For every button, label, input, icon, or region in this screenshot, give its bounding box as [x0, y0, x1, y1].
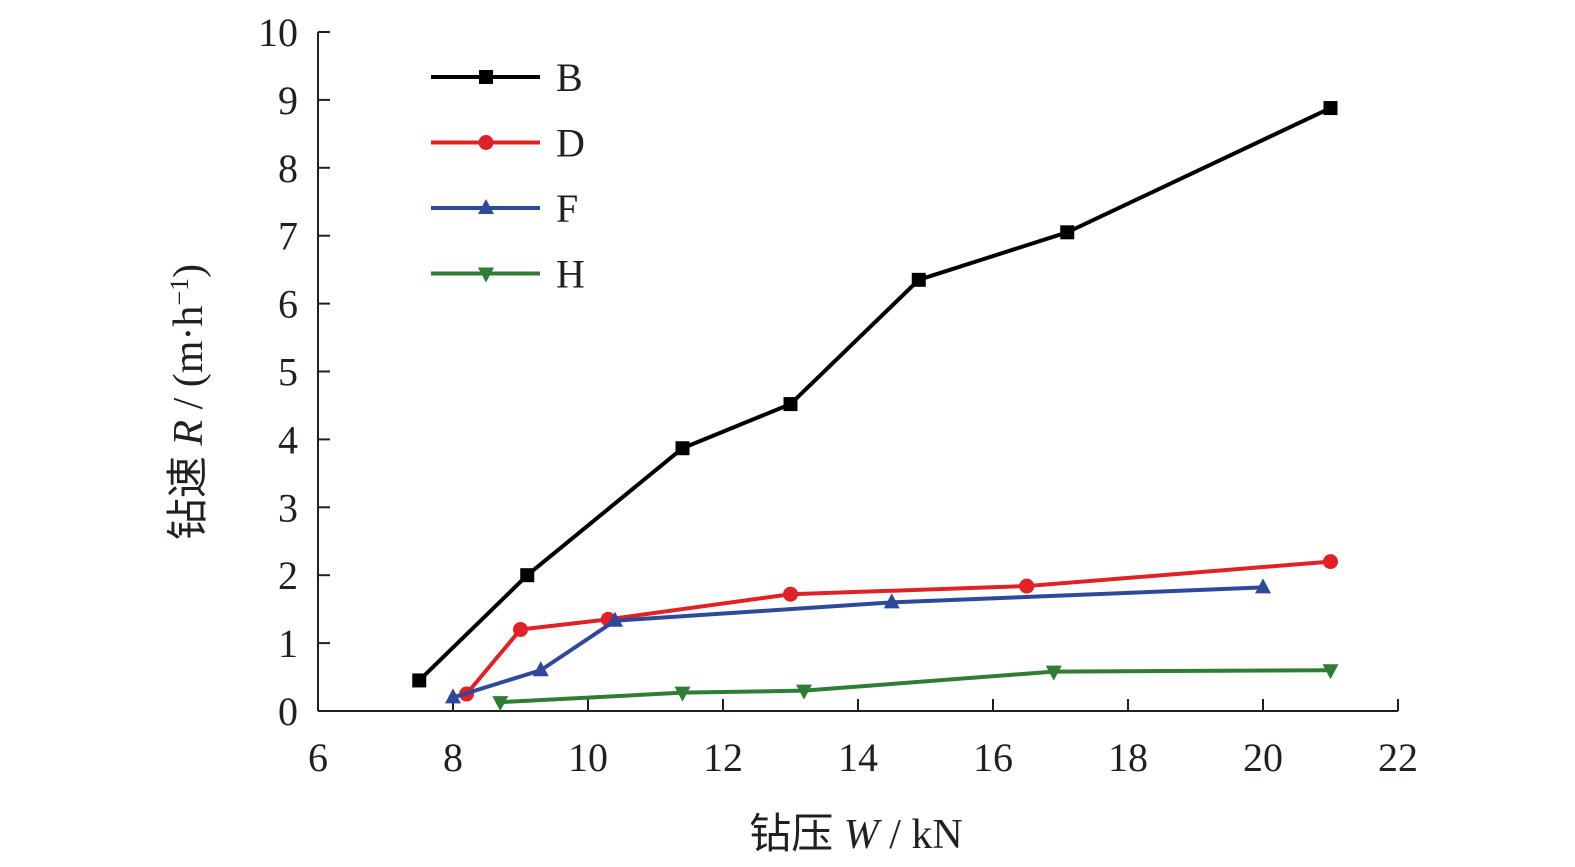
y-tick-label: 5: [278, 350, 298, 395]
legend-swatch-marker: [478, 135, 494, 150]
x-tick-label: 8: [443, 735, 463, 780]
x-tick-label: 6: [308, 735, 328, 780]
series-f-point: [445, 688, 461, 704]
y-tick-label: 1: [278, 621, 298, 666]
y-tick-label: 7: [278, 214, 298, 259]
series-b-point: [520, 568, 535, 583]
legend-item-h: H: [431, 252, 585, 297]
legend-item-b: B: [431, 55, 583, 100]
series-f-point: [532, 661, 549, 677]
x-tick-label: 14: [838, 735, 878, 780]
series-f-line: [452, 585, 1264, 700]
legend-label-h: H: [556, 252, 585, 297]
series-h-line: [500, 668, 1331, 705]
series-d-line: [464, 559, 1331, 696]
y-tick-label: 10: [258, 10, 298, 55]
legend-item-d: D: [431, 121, 585, 166]
series-h-point: [796, 684, 812, 700]
y-axis-title: 钻速 R / (m·h−1): [165, 264, 213, 540]
legend-label-d: D: [556, 121, 585, 166]
series-d-point: [1019, 578, 1035, 594]
series-h-point: [492, 696, 509, 712]
series-b-point: [675, 441, 690, 456]
legend-label-b: B: [556, 55, 583, 100]
y-tick-label: 4: [278, 417, 298, 462]
series-b-point: [783, 397, 798, 412]
series-d-point: [783, 586, 798, 602]
x-axis-ticks: 6 8 10 12 14 16 18 20 22: [308, 699, 1418, 780]
series-d-point: [513, 622, 528, 638]
series-d: [459, 554, 1338, 702]
x-tick-label: 12: [703, 735, 743, 780]
x-tick-label: 20: [1243, 735, 1283, 780]
series-d-point: [1323, 554, 1338, 570]
series-f-point: [883, 593, 900, 609]
x-tick-label: 10: [568, 735, 608, 780]
y-axis-ticks: 0 1 2 3 4 5 6 7 8 9 10: [258, 10, 330, 734]
series-b: [412, 101, 1338, 688]
legend-swatch-marker: [478, 267, 494, 283]
x-tick-label: 18: [1108, 735, 1148, 780]
series-h-point: [1045, 665, 1062, 681]
y-tick-label: 6: [278, 282, 298, 327]
y-tick-label: 2: [278, 553, 298, 598]
series-h-point: [1322, 664, 1339, 680]
series-b-point: [1323, 101, 1338, 116]
legend-item-f: F: [431, 186, 578, 231]
x-tick-label: 22: [1378, 735, 1418, 780]
legend-label-f: F: [556, 186, 578, 231]
series-h-point: [674, 686, 691, 702]
legend-swatch-marker: [479, 70, 493, 84]
x-tick-label: 16: [973, 735, 1013, 780]
series-f-point: [607, 611, 623, 627]
axes: [317, 32, 1398, 712]
y-tick-label: 8: [278, 146, 298, 191]
legend-swatch-marker: [478, 199, 494, 214]
series-h: [492, 664, 1339, 712]
series-b-point: [1060, 225, 1075, 240]
y-tick-label: 0: [278, 689, 298, 734]
series-b-point: [412, 673, 427, 688]
y-tick-label: 3: [278, 485, 298, 530]
series-f-point: [1255, 578, 1271, 594]
series-layer: [412, 101, 1339, 712]
series-f: [445, 578, 1271, 704]
x-axis-title: 钻压 W / kN: [749, 812, 963, 858]
y-tick-label: 9: [278, 78, 298, 123]
series-b-point: [911, 272, 926, 287]
